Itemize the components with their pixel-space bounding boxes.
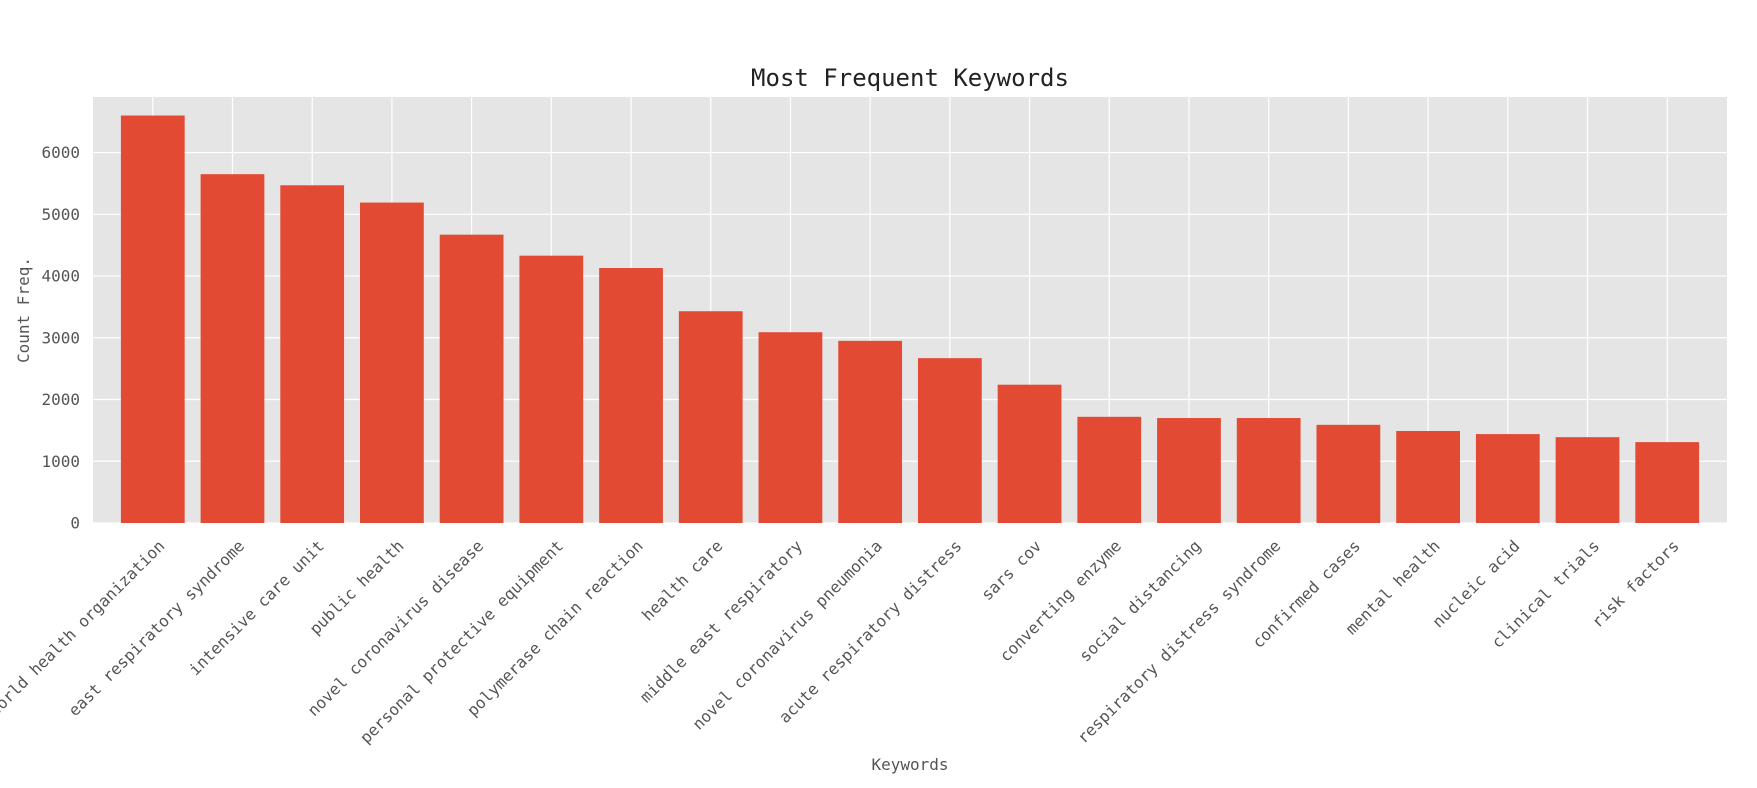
x-axis-label: Keywords (871, 755, 948, 774)
x-tick-label: health care (638, 536, 726, 624)
x-tick-label: intensive care unit (185, 536, 328, 679)
y-tick-label: 6000 (41, 143, 80, 162)
bar (439, 234, 504, 523)
bar (519, 255, 584, 524)
bar (1555, 437, 1620, 523)
y-tick-label: 2000 (41, 390, 80, 409)
bar (599, 268, 663, 523)
bar (1475, 434, 1540, 523)
bar (200, 174, 265, 523)
x-tick-label: novel coronavirus disease (304, 536, 488, 720)
bar (758, 332, 823, 523)
bar (1077, 416, 1142, 523)
bar (120, 115, 185, 524)
bars-layer (120, 115, 1700, 524)
bar (1236, 418, 1301, 523)
bar (678, 311, 743, 523)
x-tick-label: east respiratory syndrome (64, 536, 248, 720)
x-tick-label: sars cov (977, 536, 1045, 604)
bar (1157, 418, 1221, 523)
bar (1635, 442, 1700, 523)
bar (280, 185, 345, 523)
chart-title: Most Frequent Keywords (751, 64, 1069, 92)
y-tick-label: 0 (70, 514, 80, 533)
bar (838, 340, 903, 523)
bar (360, 202, 424, 523)
y-tick-label: 5000 (41, 205, 80, 224)
y-tick-label: 1000 (41, 452, 80, 471)
bar (997, 384, 1062, 523)
bar (1316, 424, 1381, 523)
y-tick-label: 4000 (41, 267, 80, 286)
y-tick-label: 3000 (41, 328, 80, 347)
bar (1396, 431, 1460, 523)
y-axis-label: Count Freq. (14, 257, 33, 363)
x-tick-label: polymerase chain reaction (463, 536, 647, 720)
bar (917, 358, 982, 523)
y-axis-ticks: 0 1000 2000 3000 4000 5000 6000 (41, 143, 80, 532)
x-tick-label: middle east respiratory (636, 536, 806, 706)
